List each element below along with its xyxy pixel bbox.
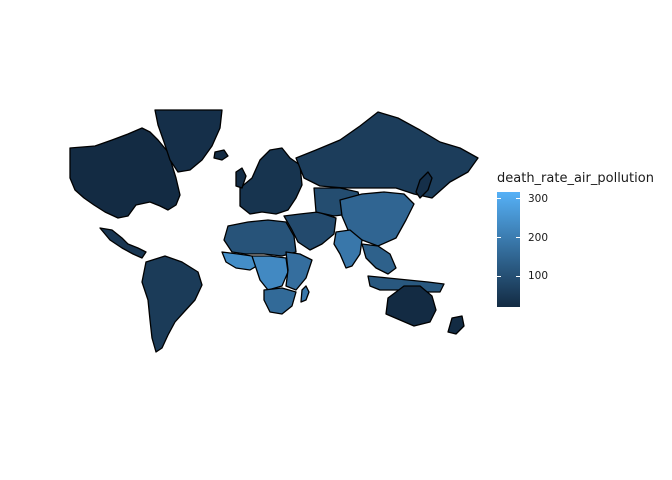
region-east-africa <box>285 251 313 291</box>
region-central-africa <box>251 255 289 291</box>
region-china <box>339 191 415 247</box>
region-japan <box>415 171 433 199</box>
region-madagascar <box>300 285 310 303</box>
legend-tick-label: 300 <box>528 192 549 205</box>
region-central-america <box>99 227 147 259</box>
region-europe <box>239 147 303 215</box>
region-india <box>333 229 363 269</box>
legend-colorbar <box>497 192 520 307</box>
region-southeast-asia <box>361 243 397 275</box>
region-southern-africa <box>263 287 297 315</box>
legend-tick-label: 100 <box>528 270 549 283</box>
region-australia <box>385 285 437 327</box>
region-south-america <box>141 255 203 353</box>
legend-title: death_rate_air_pollution <box>497 171 654 186</box>
region-north-africa <box>223 219 297 257</box>
legend-tick-label: 200 <box>528 231 549 244</box>
region-indonesia <box>367 275 445 293</box>
region-new-zealand <box>447 315 465 335</box>
region-iceland <box>213 149 229 161</box>
region-greenland <box>154 109 223 173</box>
region-united-kingdom <box>235 167 247 189</box>
region-middle-east <box>283 211 337 251</box>
region-north-america <box>69 127 181 219</box>
region-russia <box>295 111 479 199</box>
